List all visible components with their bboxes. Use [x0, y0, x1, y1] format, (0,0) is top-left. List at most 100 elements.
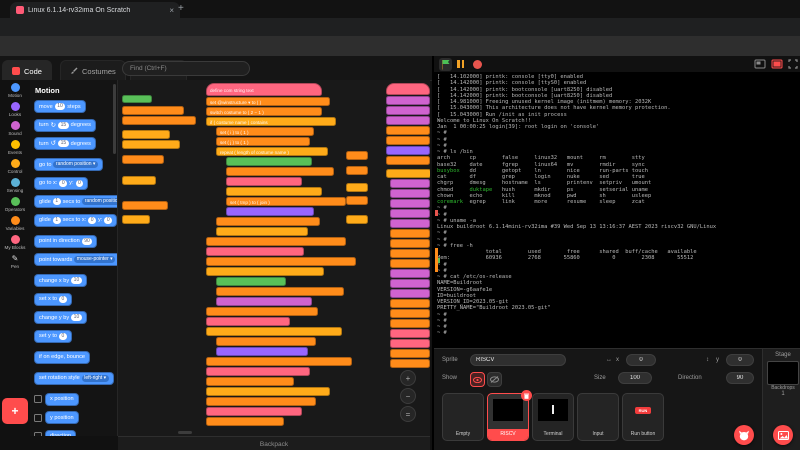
sprite-card-riscv[interactable]: RISCV: [487, 390, 532, 441]
stack-block[interactable]: [390, 309, 430, 318]
palette-block-17[interactable]: direction: [45, 429, 77, 436]
block-number-input[interactable]: 0: [59, 295, 67, 303]
palette-block-3[interactable]: go to random position ▾: [34, 158, 103, 171]
palette-block-7[interactable]: point in direction 90: [34, 234, 98, 248]
block-number-input[interactable]: 15: [58, 140, 69, 147]
category-control[interactable]: Control: [0, 159, 30, 175]
stack-block[interactable]: [386, 96, 430, 105]
stack-block[interactable]: [390, 239, 430, 248]
block-number-input[interactable]: 10: [71, 314, 82, 321]
tab-code[interactable]: Code: [2, 60, 52, 81]
stack-block[interactable]: [122, 106, 184, 115]
stack-block[interactable]: [206, 377, 294, 386]
stack-block[interactable]: [226, 177, 302, 186]
palette-block-4[interactable]: go to x: 0 y: 0: [34, 176, 89, 190]
stack-block[interactable]: [206, 417, 284, 426]
stack-block[interactable]: [226, 207, 314, 216]
category-my-blocks[interactable]: My Blocks: [0, 235, 30, 251]
palette-block-1[interactable]: turn ↻ 15 degrees: [34, 118, 96, 132]
block-number-input[interactable]: 1: [52, 198, 61, 205]
stack-block[interactable]: switch costume to ( 2 − 1 ): [206, 107, 322, 116]
stop-button[interactable]: [473, 60, 482, 69]
block-number-input[interactable]: 0: [104, 216, 113, 224]
hat-block[interactable]: define com string text: [206, 83, 322, 96]
block-dropdown[interactable]: mouse-pointer ▾: [74, 256, 116, 263]
stack-block[interactable]: [122, 201, 168, 210]
zoom-reset-button[interactable]: =: [400, 406, 416, 422]
stack-block[interactable]: [206, 357, 352, 366]
stack-block[interactable]: [390, 339, 430, 348]
sprite-card-terminal[interactable]: Terminal: [532, 393, 574, 441]
block-number-input[interactable]: 10: [54, 103, 66, 110]
palette-checkbox[interactable]: [34, 413, 42, 422]
palette-block-6[interactable]: glide 1 secs to x: 0 y: 0: [34, 213, 117, 227]
stack-block[interactable]: [346, 183, 368, 192]
stack-block[interactable]: set ( i ) to ( 1 ): [216, 127, 314, 136]
browser-tab[interactable]: Linux 6.1.14-rv32ima On Scratch ×: [10, 2, 180, 18]
palette-block-8[interactable]: point towards mouse-pointer ▾: [34, 253, 117, 266]
stack-block[interactable]: repeat ( length of costume name ): [216, 147, 328, 156]
category-operators[interactable]: Operators: [0, 197, 30, 213]
hat-block[interactable]: [386, 83, 430, 95]
show-visible-button[interactable]: [470, 372, 485, 387]
category-sound[interactable]: Sound: [0, 121, 30, 137]
stack-block[interactable]: [122, 176, 156, 185]
stack-block[interactable]: [206, 397, 316, 406]
stage-selector-column[interactable]: Stage Backdrops 1: [762, 349, 800, 450]
block-number-input[interactable]: 0: [59, 179, 68, 187]
stack-block[interactable]: [386, 169, 430, 178]
stack-block[interactable]: [390, 329, 430, 338]
stack-block[interactable]: [122, 95, 152, 103]
palette-block-14[interactable]: set rotation style left-right ▾: [34, 371, 114, 385]
sprite-name-input[interactable]: [470, 354, 566, 366]
sprite-y-input[interactable]: [726, 354, 754, 366]
delete-sprite-button[interactable]: [521, 390, 532, 401]
stack-block[interactable]: [390, 189, 430, 198]
sprite-card-run-button[interactable]: RUN Run button: [622, 393, 664, 441]
category-variables[interactable]: Variables: [0, 216, 30, 232]
palette-block-10[interactable]: set x to 0: [34, 292, 72, 306]
code-workspace[interactable]: define com string text set @winstructure …: [118, 80, 430, 436]
stack-block[interactable]: if ( costume name ) contains: [206, 117, 336, 126]
stack-block[interactable]: [206, 387, 330, 396]
stack-block[interactable]: [390, 219, 430, 228]
show-hidden-button[interactable]: [487, 372, 502, 387]
stack-block[interactable]: [346, 215, 368, 224]
backpack-bar[interactable]: Backpack: [118, 436, 430, 450]
green-flag-button[interactable]: [439, 58, 452, 71]
stack-block[interactable]: [216, 217, 320, 226]
stack-block[interactable]: [216, 287, 344, 296]
palette-block-0[interactable]: move 10 steps: [34, 100, 86, 113]
stack-block[interactable]: [390, 279, 430, 288]
stack-block[interactable]: [386, 126, 430, 135]
stack-block[interactable]: [206, 237, 346, 246]
palette-checkbox[interactable]: [34, 395, 42, 403]
stack-block[interactable]: [386, 156, 430, 165]
add-extension-button[interactable]: +: [2, 398, 28, 424]
stack-block[interactable]: [206, 247, 304, 256]
stack-block[interactable]: set @winstructure ▾ to ( ): [206, 97, 330, 106]
tab-close-icon[interactable]: ×: [169, 5, 174, 15]
stack-block[interactable]: [386, 146, 430, 155]
stage-display[interactable]: [ 14.102000] printk: console [tty0] enab…: [434, 72, 800, 348]
stack-block[interactable]: set ( tmp ) to ( join ): [226, 197, 346, 206]
stack-block[interactable]: [390, 259, 430, 268]
stack-block[interactable]: [226, 187, 322, 196]
stack-block[interactable]: [122, 140, 180, 149]
zoom-in-button[interactable]: +: [400, 370, 416, 386]
stack-block[interactable]: [122, 215, 150, 224]
stack-block[interactable]: [206, 257, 356, 266]
stack-block[interactable]: [216, 347, 308, 356]
palette-scrollbar[interactable]: [113, 84, 116, 154]
stack-block[interactable]: [386, 136, 430, 145]
stack-block[interactable]: set ( j ) to ( 1 ): [216, 137, 310, 146]
stack-block[interactable]: [390, 359, 430, 368]
add-sprite-button[interactable]: [734, 425, 754, 445]
block-number-input[interactable]: 15: [58, 121, 69, 129]
stack-block[interactable]: [216, 277, 286, 286]
palette-block-13[interactable]: if on edge, bounce: [34, 350, 91, 364]
block-stack-0[interactable]: [122, 94, 196, 224]
stack-block[interactable]: [386, 116, 430, 125]
block-number-input[interactable]: 0: [59, 332, 67, 340]
